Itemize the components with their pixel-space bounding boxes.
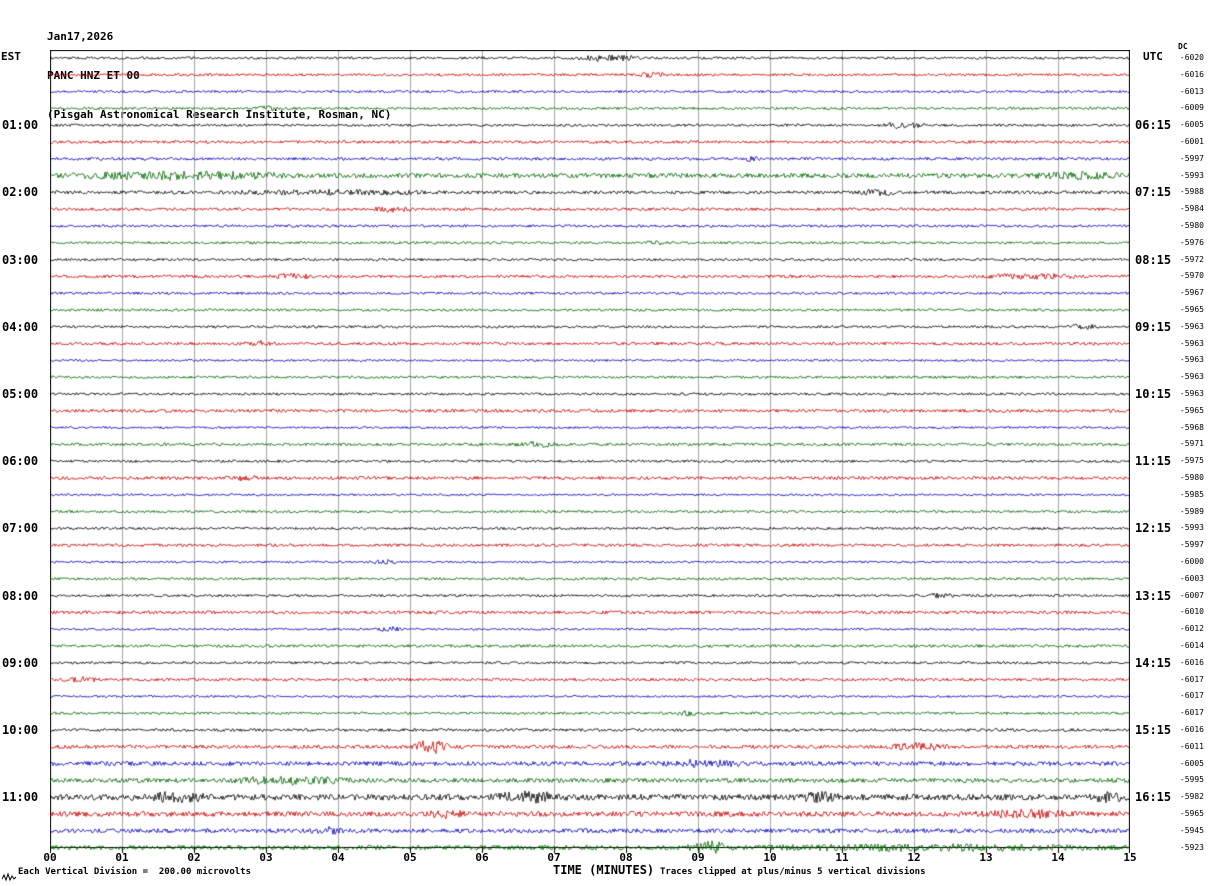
dc-offset-value: -5995 bbox=[1179, 775, 1204, 785]
dc-offset-value: -6020 bbox=[1179, 53, 1204, 62]
x-tick-label: 15 bbox=[1123, 851, 1137, 864]
dc-offset-value: -5976 bbox=[1179, 237, 1204, 247]
dc-offset-value: -5965 bbox=[1179, 405, 1204, 415]
utc-hour-label: 15:15 bbox=[1135, 723, 1172, 737]
header-date: Jan17,2026 bbox=[47, 30, 114, 43]
scale-mark-icon bbox=[2, 872, 16, 882]
dc-offset-value: -5989 bbox=[1179, 506, 1204, 516]
x-tick-label: 13 bbox=[979, 851, 993, 864]
utc-hour-label: 09:15 bbox=[1135, 319, 1172, 334]
x-tick-label: 06 bbox=[475, 851, 489, 864]
dc-offset-value: -6005 bbox=[1179, 120, 1204, 130]
dc-offset-value: -6010 bbox=[1179, 607, 1204, 617]
dc-offset-value: -6003 bbox=[1179, 573, 1204, 583]
dc-offset-value: -6005 bbox=[1179, 758, 1204, 768]
dc-offset-value: -6017 bbox=[1179, 708, 1204, 718]
dc-axis-label: DC bbox=[1178, 42, 1188, 51]
dc-offset-value: -5971 bbox=[1179, 439, 1204, 449]
dc-offset-value: -6016 bbox=[1179, 69, 1204, 79]
dc-offset-value: -5970 bbox=[1179, 271, 1204, 281]
dc-offset-value: -6012 bbox=[1179, 624, 1204, 634]
dc-offset-value: -6014 bbox=[1179, 641, 1204, 650]
dc-offset-value: -6001 bbox=[1179, 137, 1204, 146]
est-axis-label: EST bbox=[1, 50, 21, 63]
dc-offset-value: -5963 bbox=[1179, 321, 1204, 331]
x-tick-label: 09 bbox=[691, 851, 705, 864]
dc-offset-value: -5963 bbox=[1179, 389, 1204, 398]
x-tick-label: 14 bbox=[1051, 851, 1065, 864]
est-hour-label: 04:00 bbox=[2, 319, 39, 334]
est-hour-label: 03:00 bbox=[2, 252, 39, 267]
dc-offset-value: -5988 bbox=[1179, 187, 1204, 197]
x-tick-label: 12 bbox=[907, 851, 921, 864]
dc-offset-value: -5997 bbox=[1179, 153, 1204, 163]
est-hour-label: 11:00 bbox=[2, 790, 39, 805]
x-tick-label: 04 bbox=[331, 851, 345, 864]
dc-offset-value: -5965 bbox=[1179, 305, 1204, 314]
dc-offset-value: -6013 bbox=[1179, 86, 1204, 96]
dc-offset-value: -5993 bbox=[1179, 523, 1204, 533]
utc-hour-label: 11:15 bbox=[1135, 454, 1172, 469]
x-tick-label: 08 bbox=[619, 851, 633, 864]
dc-offset-value: -6016 bbox=[1179, 725, 1204, 734]
dc-offset-value: -5945 bbox=[1179, 825, 1204, 835]
vertical-division-note: Each Vertical Division = 200.00 microvol… bbox=[18, 867, 251, 877]
dc-offset-value: -6017 bbox=[1179, 674, 1204, 684]
dc-offset-value: -6017 bbox=[1179, 691, 1204, 701]
x-tick-label: 01 bbox=[115, 851, 129, 864]
dc-offset-value: -5997 bbox=[1179, 540, 1204, 550]
dc-offset-value: -5972 bbox=[1179, 254, 1204, 264]
utc-hour-label: 10:15 bbox=[1135, 387, 1172, 401]
dc-offset-value: -5980 bbox=[1179, 473, 1204, 482]
dc-offset-value: -6007 bbox=[1179, 590, 1204, 600]
dc-offset-value: -6000 bbox=[1179, 557, 1204, 566]
utc-hour-label: 08:15 bbox=[1135, 252, 1172, 267]
dc-offset-value: -5965 bbox=[1179, 809, 1204, 818]
clip-note: Traces clipped at plus/minus 5 vertical … bbox=[660, 867, 926, 877]
utc-hour-label: 14:15 bbox=[1135, 655, 1172, 670]
dc-offset-value: -6009 bbox=[1179, 103, 1204, 113]
dc-offset-value: -5967 bbox=[1179, 288, 1204, 298]
est-hour-label: 07:00 bbox=[2, 521, 39, 536]
dc-offset-value: -6011 bbox=[1179, 741, 1204, 751]
utc-hour-label: 16:15 bbox=[1135, 790, 1172, 805]
dc-offset-value: -5975 bbox=[1179, 456, 1204, 466]
est-hour-label: 09:00 bbox=[2, 655, 39, 670]
x-tick-label: 07 bbox=[547, 851, 561, 864]
utc-hour-label: 13:15 bbox=[1135, 588, 1172, 603]
dc-offset-value: -6016 bbox=[1179, 657, 1204, 667]
x-tick-label: 11 bbox=[835, 851, 849, 864]
utc-hour-label: 07:15 bbox=[1135, 185, 1172, 200]
dc-offset-value: -5982 bbox=[1179, 792, 1204, 802]
x-tick-label: 02 bbox=[187, 851, 201, 864]
dc-offset-value: -5923 bbox=[1179, 842, 1204, 852]
est-hour-label: 01:00 bbox=[2, 118, 39, 133]
dc-offset-value: -5985 bbox=[1179, 489, 1204, 499]
x-tick-label: 10 bbox=[763, 851, 777, 864]
dc-offset-value: -5993 bbox=[1179, 170, 1204, 180]
est-hour-label: 10:00 bbox=[2, 723, 39, 737]
dc-offset-value: -5963 bbox=[1179, 372, 1204, 382]
x-axis-title: TIME (MINUTES) bbox=[553, 863, 655, 877]
utc-hour-label: 06:15 bbox=[1135, 118, 1172, 133]
est-hour-label: 05:00 bbox=[2, 387, 39, 401]
dc-offset-value: -5980 bbox=[1179, 221, 1204, 230]
x-tick-label: 00 bbox=[43, 851, 57, 864]
dc-offset-value: -5963 bbox=[1179, 355, 1204, 365]
seismogram-canvas bbox=[50, 50, 1130, 854]
est-hour-label: 06:00 bbox=[2, 454, 39, 469]
est-hour-label: 08:00 bbox=[2, 588, 39, 603]
x-tick-label: 05 bbox=[403, 851, 417, 864]
dc-offset-value: -5984 bbox=[1179, 204, 1204, 214]
dc-offset-value: -5963 bbox=[1179, 338, 1204, 348]
utc-hour-label: 12:15 bbox=[1135, 521, 1172, 536]
utc-axis-label: UTC bbox=[1143, 50, 1163, 63]
est-hour-label: 02:00 bbox=[2, 185, 39, 200]
x-tick-label: 03 bbox=[259, 851, 273, 864]
dc-offset-value: -5968 bbox=[1179, 422, 1204, 432]
